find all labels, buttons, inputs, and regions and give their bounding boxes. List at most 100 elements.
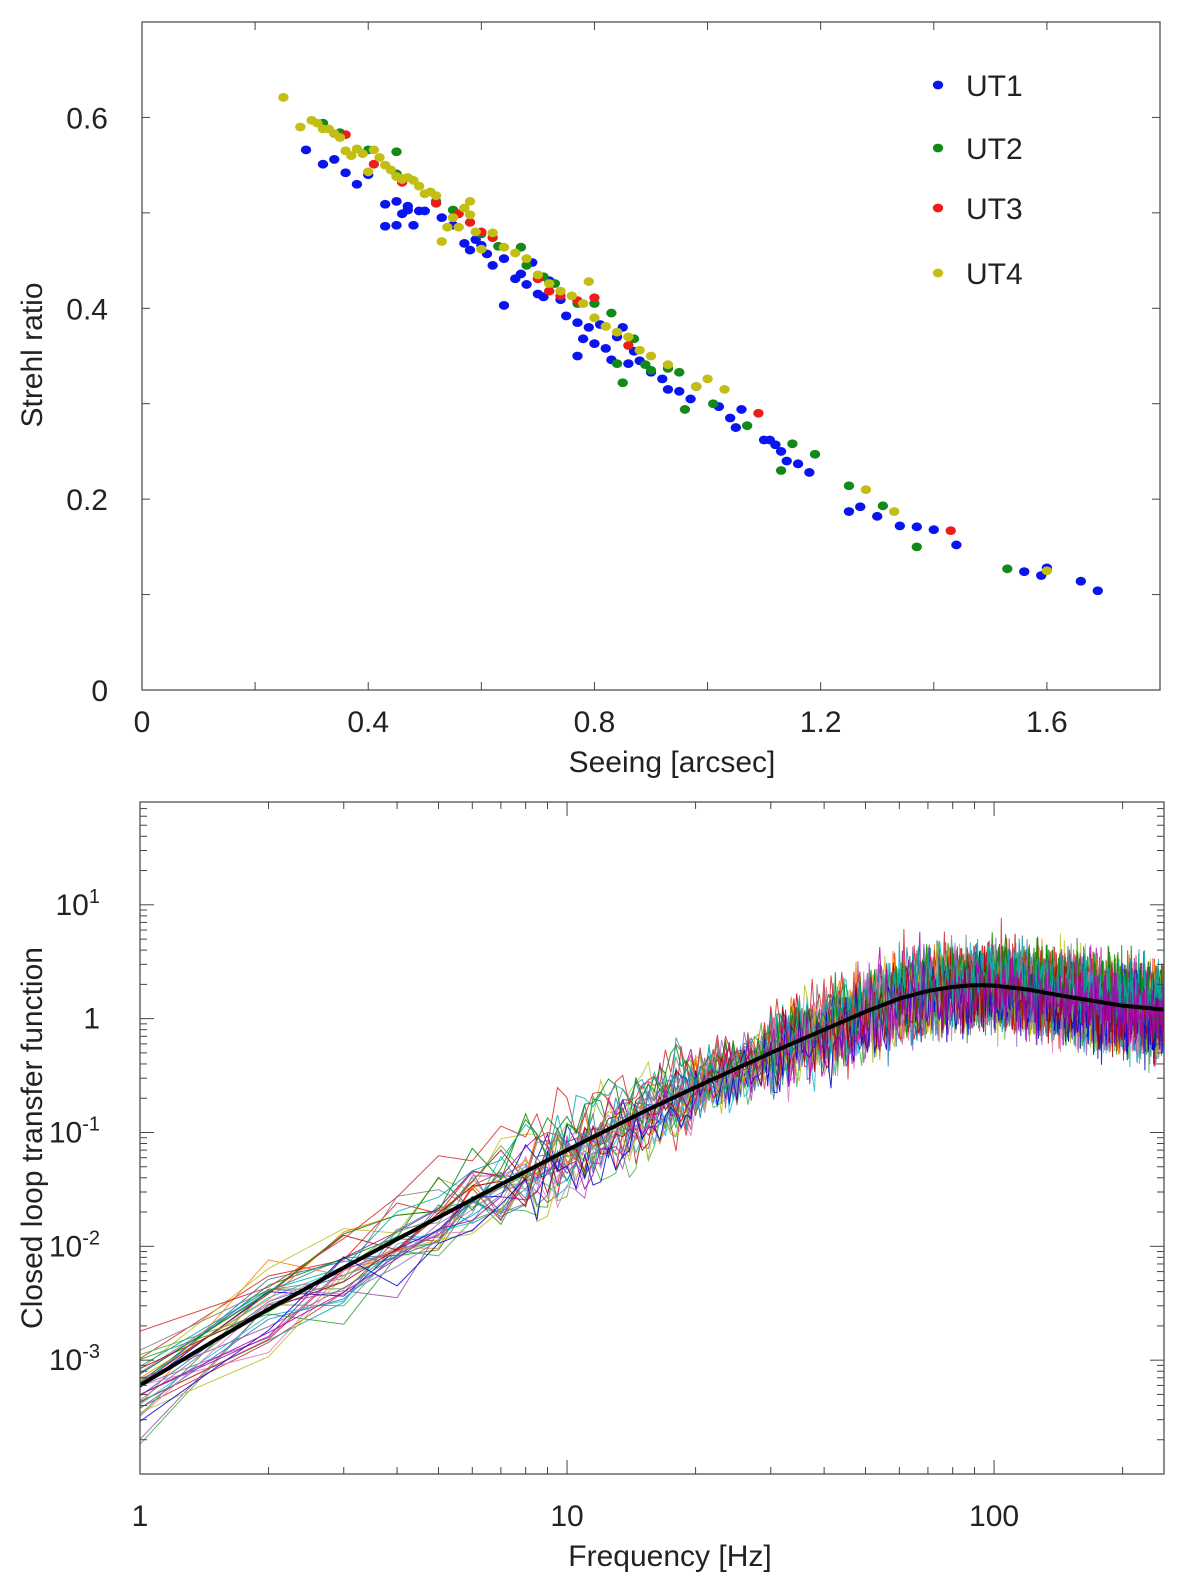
chart1-x-tick-label: 0.8 (574, 706, 616, 739)
data-point-ut4 (368, 145, 380, 155)
data-point-ut4 (464, 210, 476, 220)
data-point-ut1 (402, 205, 414, 215)
data-point-ut1 (894, 521, 906, 531)
measured-curve (140, 963, 1164, 1445)
data-point-ut4 (521, 254, 532, 264)
data-point-ut1 (329, 155, 340, 164)
chart1-ticks (141, 21, 1161, 691)
data-point-ut4 (583, 277, 594, 286)
data-point-ut4 (611, 327, 623, 337)
legend-marker-ut3 (932, 203, 944, 213)
data-point-ut1 (464, 245, 476, 255)
chart1-y-tick-label: 0 (91, 675, 108, 708)
chart2-x-axis-label: Frequency [Hz] (568, 1540, 771, 1573)
legend-marker-ut4 (932, 268, 944, 278)
data-point-ut1 (419, 206, 430, 216)
data-point-ut4 (487, 228, 498, 238)
legend-label-ut2: UT2 (966, 133, 1023, 166)
data-point-ut1 (951, 540, 962, 550)
data-point-ut4 (413, 181, 425, 191)
data-point-ut1 (515, 269, 527, 279)
transfer-function-chart: 1 10 100 101 1 10-1 10-2 10-3 Frequency [Hz] Cl… (16, 801, 1165, 1573)
legend-label-ut1: UT1 (966, 70, 1023, 103)
data-point-ut1 (736, 405, 747, 414)
data-point-ut2 (521, 260, 532, 270)
data-point-ut4 (459, 203, 470, 213)
data-point-ut4 (453, 222, 464, 232)
data-point-ut4 (702, 374, 713, 384)
data-point-ut1 (623, 359, 634, 369)
legend-marker-ut1 (932, 80, 944, 90)
chart1-x-tick-label: 1.2 (800, 706, 842, 739)
data-point-ut3 (945, 526, 956, 536)
chart1-x-axis-label: Seeing [arcsec] (569, 746, 776, 779)
data-point-ut4 (498, 242, 510, 252)
data-point-ut4 (532, 270, 544, 280)
chart1-data-points (278, 92, 1103, 596)
data-point-ut4 (436, 237, 447, 246)
chart1-y-tick-label: 0.4 (66, 293, 108, 326)
chart1-x-tick-label: 1.6 (1026, 706, 1068, 739)
data-point-ut2 (741, 421, 753, 431)
data-point-ut1 (487, 260, 498, 270)
data-point-ut1 (1075, 576, 1087, 586)
data-point-ut1 (577, 334, 589, 344)
data-point-ut1 (391, 197, 402, 206)
chart2-y-axis-label: Closed loop transfer function (16, 947, 49, 1329)
data-point-ut1 (662, 385, 674, 394)
data-point-ut4 (464, 197, 476, 206)
chart2-x-tick-label: 100 (969, 1500, 1019, 1533)
data-point-ut4 (476, 244, 487, 254)
data-point-ut1 (657, 374, 668, 384)
data-point-ut4 (623, 332, 634, 342)
data-point-ut1 (379, 199, 391, 209)
data-point-ut4 (374, 153, 385, 162)
chart2-measured-curves (140, 917, 1164, 1445)
data-point-ut2 (606, 308, 617, 318)
chart1-tick-labels: 0 0.4 0.8 1.2 1.6 0 0.2 0.4 0.6 (66, 102, 1067, 739)
chart2-y-tick-label: 10-2 (49, 1227, 100, 1263)
chart1-y-tick-label: 0.2 (66, 484, 108, 517)
data-point-ut1 (1019, 567, 1030, 577)
data-point-ut1 (804, 468, 815, 477)
data-point-ut2 (809, 449, 821, 459)
data-point-ut1 (1092, 586, 1103, 596)
data-point-ut4 (334, 133, 346, 142)
data-point-ut3 (430, 198, 442, 208)
legend-label-ut3: UT3 (966, 193, 1023, 226)
data-point-ut4 (510, 248, 521, 258)
data-point-ut1 (775, 447, 787, 456)
data-point-ut4 (447, 213, 459, 223)
chart2-x-tick-label: 10 (550, 1500, 583, 1533)
data-point-ut4 (566, 291, 578, 301)
data-point-ut1 (792, 459, 804, 469)
data-point-ut1 (843, 507, 855, 516)
data-point-ut4 (719, 385, 730, 394)
data-point-ut1 (674, 386, 685, 396)
data-point-ut1 (459, 238, 470, 248)
data-point-ut4 (295, 122, 306, 132)
data-point-ut4 (357, 149, 368, 159)
data-point-ut1 (872, 511, 883, 521)
data-point-ut1 (300, 145, 312, 155)
data-point-ut1 (408, 220, 419, 230)
data-point-ut4 (385, 165, 397, 175)
chart2-ticks (139, 801, 1164, 1475)
data-point-ut4 (600, 322, 611, 331)
data-point-ut1 (928, 525, 939, 535)
data-point-ut4 (396, 174, 408, 183)
data-point-ut4 (860, 485, 872, 494)
data-point-ut2 (708, 399, 719, 409)
data-point-ut4 (634, 345, 645, 355)
data-point-ut3 (623, 341, 634, 350)
chart1-x-tick-label: 0 (134, 706, 151, 739)
chart2-y-tick-label: 1 (83, 1003, 100, 1036)
data-point-ut2 (674, 367, 685, 377)
data-point-ut4 (363, 167, 374, 177)
data-point-ut1 (572, 351, 583, 361)
data-point-ut4 (555, 286, 566, 296)
data-point-ut1 (560, 311, 572, 321)
chart2-y-tick-label: 101 (56, 886, 101, 922)
data-point-ut2 (877, 501, 889, 511)
